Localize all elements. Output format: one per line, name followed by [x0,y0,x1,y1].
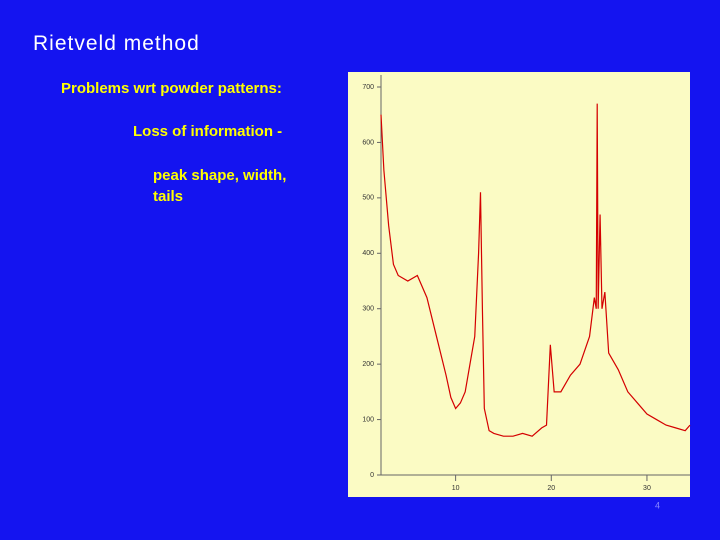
x-tick-label: 20 [547,485,555,492]
y-tick-label: 500 [362,195,374,202]
sub-bullet: Loss of information - [133,123,283,140]
slide-title: Rietveld method [33,32,200,55]
sub-sub-bullet: peak shape, width, [153,167,287,184]
y-tick-label: 300 [362,306,374,313]
x-tick-label: 30 [643,485,651,492]
sub-sub-bullet: tails [153,188,184,205]
chart-background [348,72,690,497]
y-tick-label: 100 [362,416,374,423]
x-tick-label: 10 [452,485,460,492]
y-tick-label: 0 [370,472,374,479]
bullet: Problems wrt powder patterns: [61,80,282,97]
page-number: 4 [655,500,660,510]
y-tick-label: 200 [362,361,374,368]
y-tick-label: 400 [362,250,374,257]
data-line [380,103,691,437]
y-tick-label: 600 [362,139,374,146]
y-tick-label: 700 [362,84,374,91]
